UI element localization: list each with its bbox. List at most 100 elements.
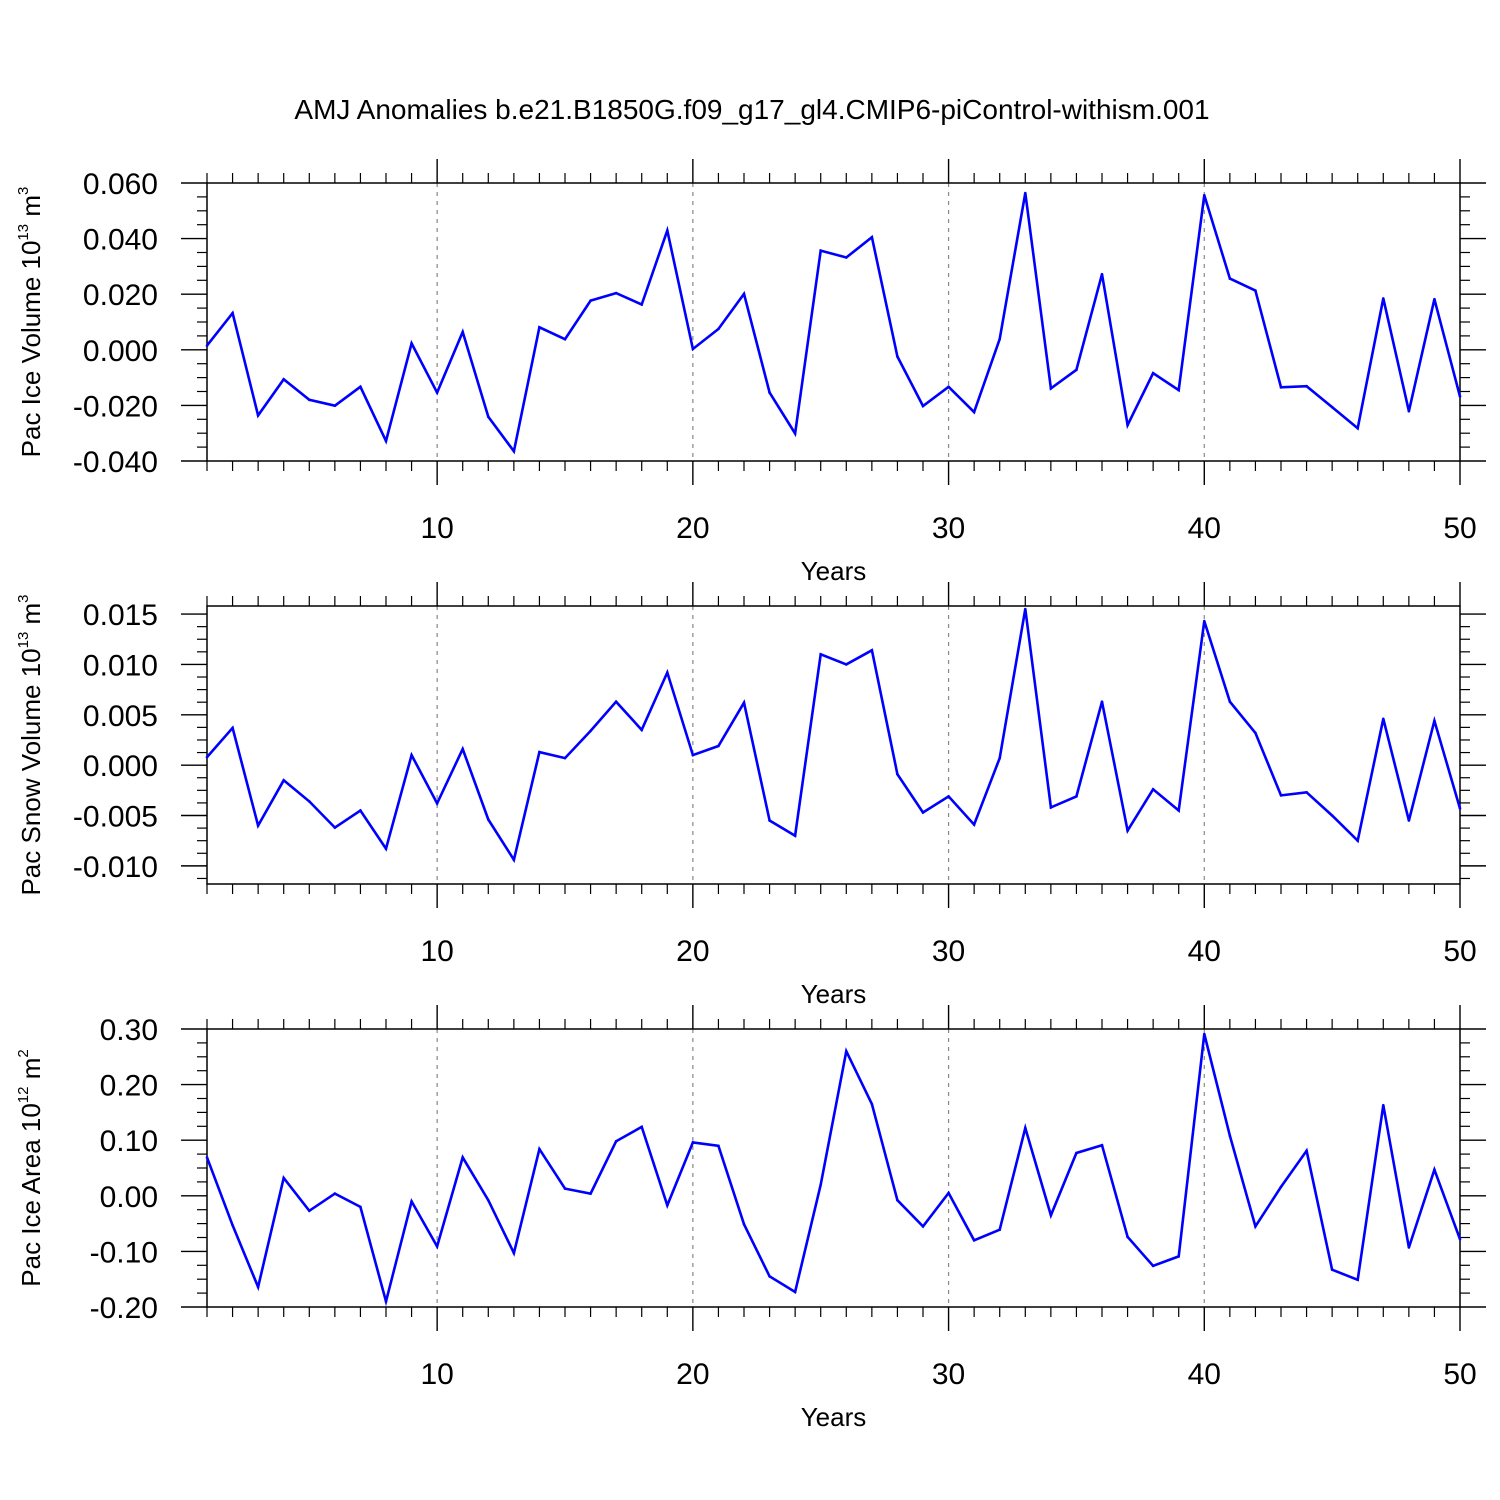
data-point [256,824,260,827]
data-point [1228,700,1232,703]
data-point [1407,819,1411,822]
data-point [793,834,797,837]
data-point [1356,1278,1360,1282]
data-point [1433,719,1436,723]
data-point [665,1203,669,1207]
data-point [435,1245,439,1248]
data-point [844,1049,848,1053]
x-axis-title: Years [801,1402,867,1432]
data-point [742,292,746,296]
y-tick-label: 0.010 [83,649,158,682]
series-line [206,608,1462,864]
data-point [921,1225,925,1228]
y-axis-title: Pac Ice Volume 1013 m3 [15,187,46,458]
x-tick-label: 30 [932,935,965,968]
data-point [1100,272,1104,276]
y-tick-label: 0.10 [100,1125,158,1158]
data-point [1100,1143,1104,1147]
data-point [1202,193,1206,197]
y-tick-label: 0.020 [83,279,158,312]
data-point [870,235,874,239]
data-point [640,1125,644,1129]
x-tick-label: 50 [1443,512,1476,545]
data-point [1381,1103,1385,1107]
data-point [384,847,388,851]
data-point [1049,1213,1053,1217]
data-point [1075,1151,1078,1155]
data-point [410,753,413,757]
data-point [717,327,720,331]
x-tick-label: 10 [420,1358,453,1391]
data-point [205,344,209,347]
data-point [921,404,925,408]
data-point [768,391,771,394]
data-point [819,249,823,252]
data-point [1458,395,1462,398]
data-point [1433,1168,1436,1171]
data-point [614,1140,618,1143]
data-point [231,726,234,730]
y-tick-label: 0.20 [100,1070,158,1103]
y-tick-label: -0.10 [90,1236,158,1269]
data-point [359,809,362,812]
data-point [538,750,541,754]
plot-frame [206,605,1461,885]
data-point [359,1205,362,1209]
x-tick-label: 20 [676,935,709,968]
data-point [972,410,976,414]
data-point [384,1300,388,1303]
data-point [793,1290,797,1294]
x-tick-label: 40 [1188,1358,1221,1391]
data-point [998,1228,1002,1232]
data-point [896,772,899,776]
data-point [461,330,465,334]
data-point [1254,289,1257,292]
data-point [486,415,490,419]
data-point [205,1156,209,1159]
y-tick-label: 0.005 [83,700,158,733]
y-tick-label: 0.000 [83,750,158,783]
data-point [947,1191,950,1195]
data-point [870,649,874,652]
y-tick-label: -0.040 [73,446,158,479]
data-point [614,700,618,703]
data-point [640,728,644,732]
x-tick-label: 10 [420,512,453,545]
data-point [512,1251,516,1255]
chart-title: AMJ Anomalies b.e21.B1850G.f09_g17_gl4.C… [294,94,1209,125]
data-point [1254,731,1257,735]
y-tick-label: 0.040 [83,224,158,257]
data-point [1075,368,1078,372]
data-point [1458,1237,1462,1241]
data-point [282,377,286,381]
y-tick-label: 0.060 [83,168,158,201]
x-axis-title: Years [801,556,867,586]
data-point [282,778,286,782]
data-point [896,355,899,358]
data-point [563,1187,567,1190]
data-point [333,404,337,407]
data-point [1151,788,1155,791]
data-point [1126,1235,1129,1239]
x-tick-label: 20 [676,512,709,545]
data-point [640,303,644,306]
y-axis-title: Pac Snow Volume 1013 m3 [15,594,46,895]
data-point [768,1275,771,1278]
data-point [1381,297,1385,300]
data-point [1049,806,1053,809]
data-point [1330,814,1334,817]
data-point [256,1285,260,1289]
data-point [1049,387,1053,390]
data-point [282,1176,286,1180]
data-point [589,299,592,302]
data-point [947,385,950,389]
y-tick-label: -0.005 [73,801,158,834]
data-point [1305,1149,1308,1153]
y-tick-label: 0.30 [100,1014,158,1047]
data-point [1023,1126,1027,1130]
chart-panel-2: 10 20 30 40 50 -0.010 -0.005 0.000 0.005 0.010 0.0… [15,582,1486,1009]
data-point [614,291,618,295]
data-point [1433,297,1436,301]
data-point [486,818,490,821]
